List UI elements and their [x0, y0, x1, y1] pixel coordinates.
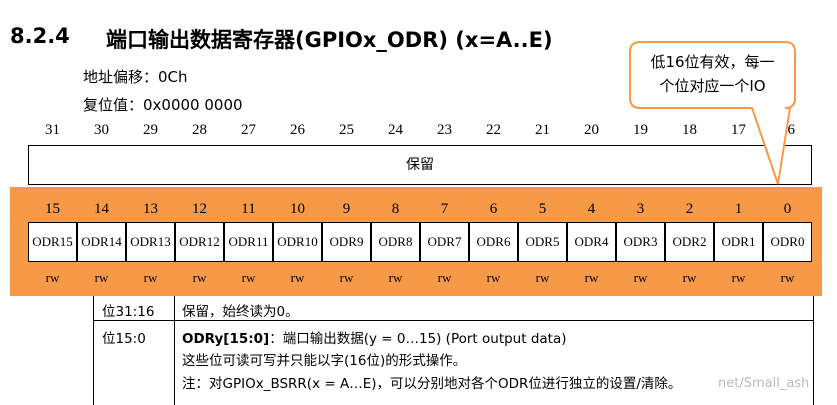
bit-field: ODR3: [616, 222, 665, 262]
bit-number: 30: [94, 122, 109, 138]
bit-field: ODR12: [175, 222, 224, 262]
reset-value: 复位值：0x0000 0000: [83, 96, 243, 114]
watermark: net/Small_ash: [718, 376, 810, 391]
description-line: 这些位可读可写并只能以字(16位)的形式操作。: [182, 353, 467, 369]
bit-number: 20: [584, 122, 599, 138]
bit-field: ODR2: [665, 222, 714, 262]
bit-number: 1: [734, 201, 743, 217]
description-table: 位31:16 保留，始终读为0。 位15:0 ODRy[15:0]：端口输出数据…: [93, 296, 814, 405]
callout-line: 低16位有效，每一: [650, 53, 775, 71]
bit-number: 13: [143, 201, 158, 217]
bit-field: ODR7: [420, 222, 469, 262]
access-type: rw: [241, 270, 256, 285]
bit-number: 11: [241, 201, 256, 217]
access-type: rw: [437, 270, 452, 285]
bit-number: 21: [535, 122, 550, 138]
bit-number: 6: [489, 201, 498, 217]
bits-label: 位31:16: [102, 304, 155, 320]
bit-field: ODR13: [126, 222, 175, 262]
bit-number: 9: [342, 201, 351, 217]
description-text: ：端口输出数据(y = 0…15) (Port output data): [269, 331, 567, 347]
bit-number: 24: [388, 122, 403, 138]
access-type: rw: [339, 270, 354, 285]
bit-field: ODR11: [224, 222, 273, 262]
row-divider: [94, 320, 813, 321]
access-type: rw: [584, 270, 599, 285]
bit-number: 31: [45, 122, 60, 138]
bit-number: 8: [391, 201, 400, 217]
bit-number: 15: [45, 201, 60, 217]
access-type: rw: [290, 270, 305, 285]
bit-field: ODR8: [371, 222, 420, 262]
access-type: rw: [780, 270, 795, 285]
bit-number: 10: [290, 201, 305, 217]
section-number: 8.2.4: [10, 24, 70, 48]
description-line: 注：对GPIOx_BSRR(x = A…E)，可以分别地对各个ODR位进行独立的…: [182, 376, 682, 392]
reserved-field: 保留: [28, 145, 812, 185]
bit-number: 28: [192, 122, 207, 138]
bit-number: 25: [339, 122, 354, 138]
bit-number: 26: [290, 122, 305, 138]
bit-field: ODR10: [273, 222, 322, 262]
bit-number: 22: [486, 122, 501, 138]
bit-number: 0: [783, 201, 792, 217]
column-divider: [174, 296, 175, 405]
field-name: ODRy[15:0]: [182, 331, 270, 347]
bit-number: 12: [192, 201, 207, 217]
bit-field: ODR0: [763, 222, 812, 262]
bit-number: 17: [731, 122, 746, 138]
callout-text: 低16位有效，每一 个位对应一个IO: [630, 50, 795, 98]
bit-number: 23: [437, 122, 452, 138]
bit-number: 18: [682, 122, 697, 138]
bit-field: ODR5: [518, 222, 567, 262]
bit-number: 2: [685, 201, 694, 217]
access-type: rw: [45, 270, 60, 285]
bit-field: ODR14: [77, 222, 126, 262]
section-title: 端口输出数据寄存器(GPIOx_ODR) (x=A..E): [106, 28, 553, 52]
access-type: rw: [633, 270, 648, 285]
bit-field: ODR6: [469, 222, 518, 262]
address-offset: 地址偏移：0Ch: [83, 68, 188, 86]
bit-number: 29: [143, 122, 158, 138]
access-type: rw: [535, 270, 550, 285]
bit-number: 19: [633, 122, 648, 138]
access-type: rw: [682, 270, 697, 285]
bit-number: 7: [440, 201, 449, 217]
callout-bubble: [629, 41, 796, 185]
bit-field: ODR9: [322, 222, 371, 262]
bit-field: ODR4: [567, 222, 616, 262]
access-type: rw: [192, 270, 207, 285]
bit-number: 5: [538, 201, 547, 217]
bit-number: 27: [241, 122, 256, 138]
access-type: rw: [388, 270, 403, 285]
access-type: rw: [143, 270, 158, 285]
access-type: rw: [731, 270, 746, 285]
bit-number: 4: [587, 201, 596, 217]
access-type: rw: [94, 270, 109, 285]
bit-number: 3: [636, 201, 645, 217]
bit-field: ODR1: [714, 222, 763, 262]
callout-line: 个位对应一个IO: [659, 77, 766, 95]
description-line: ODRy[15:0]：端口输出数据(y = 0…15) (Port output…: [182, 327, 567, 347]
bit-number: 14: [94, 201, 109, 217]
bits-label: 位15:0: [102, 331, 146, 347]
access-type: rw: [486, 270, 501, 285]
description-line: 保留，始终读为0。: [182, 304, 299, 320]
bit-field: ODR15: [28, 222, 77, 262]
